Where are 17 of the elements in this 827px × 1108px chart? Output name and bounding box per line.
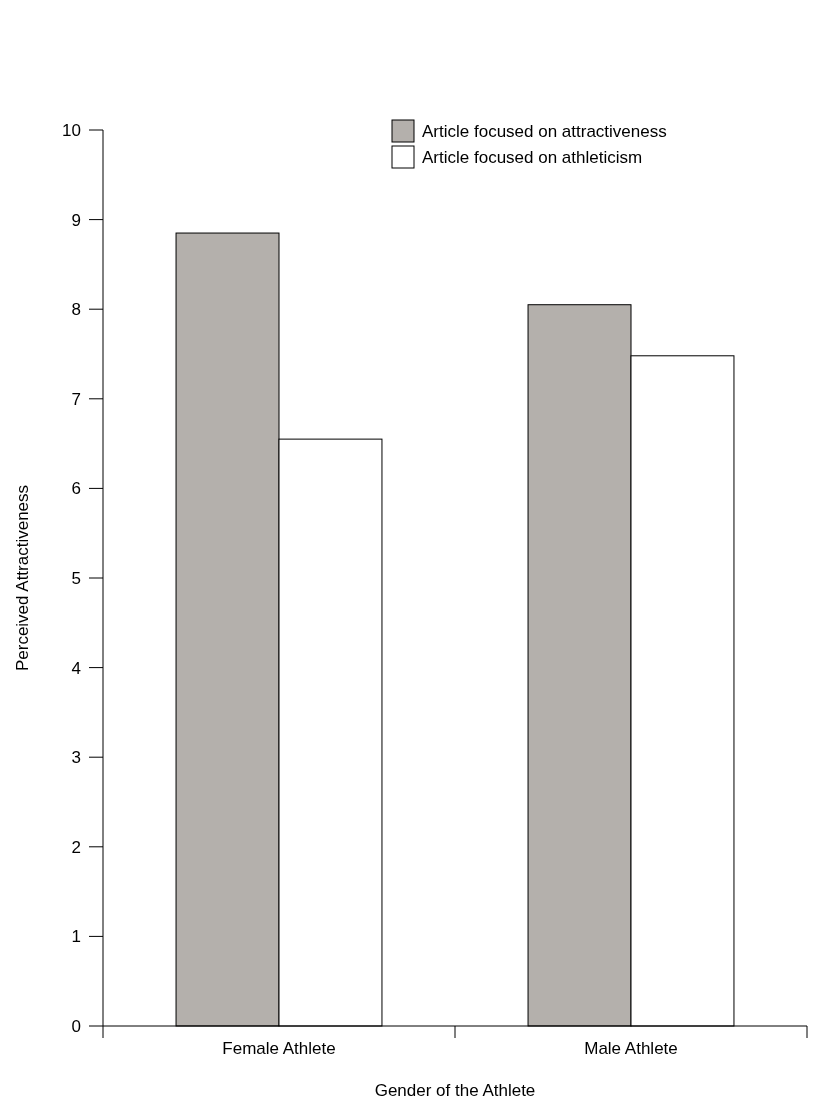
y-tick-label: 7: [71, 389, 81, 409]
x-tick-label: Male Athlete: [584, 1039, 678, 1058]
y-tick-label: 0: [71, 1016, 81, 1036]
y-tick-label: 6: [71, 479, 81, 499]
legend-label: Article focused on athleticism: [422, 148, 643, 167]
y-axis-title: Perceived Attractiveness: [13, 484, 32, 672]
y-tick-label: 2: [71, 837, 81, 857]
y-tick-label: 10: [62, 120, 81, 140]
y-tick-label: 1: [71, 927, 81, 947]
legend-label: Article focused on attractiveness: [422, 122, 667, 141]
y-tick-label: 3: [71, 748, 81, 768]
y-tick-label: 5: [71, 568, 81, 588]
y-tick-label: 4: [71, 658, 81, 678]
x-axis-title: Gender of the Athlete: [374, 1081, 536, 1100]
y-tick-label: 9: [71, 210, 81, 230]
x-tick-label: Female Athlete: [222, 1039, 336, 1058]
y-tick-label: 8: [71, 300, 81, 320]
